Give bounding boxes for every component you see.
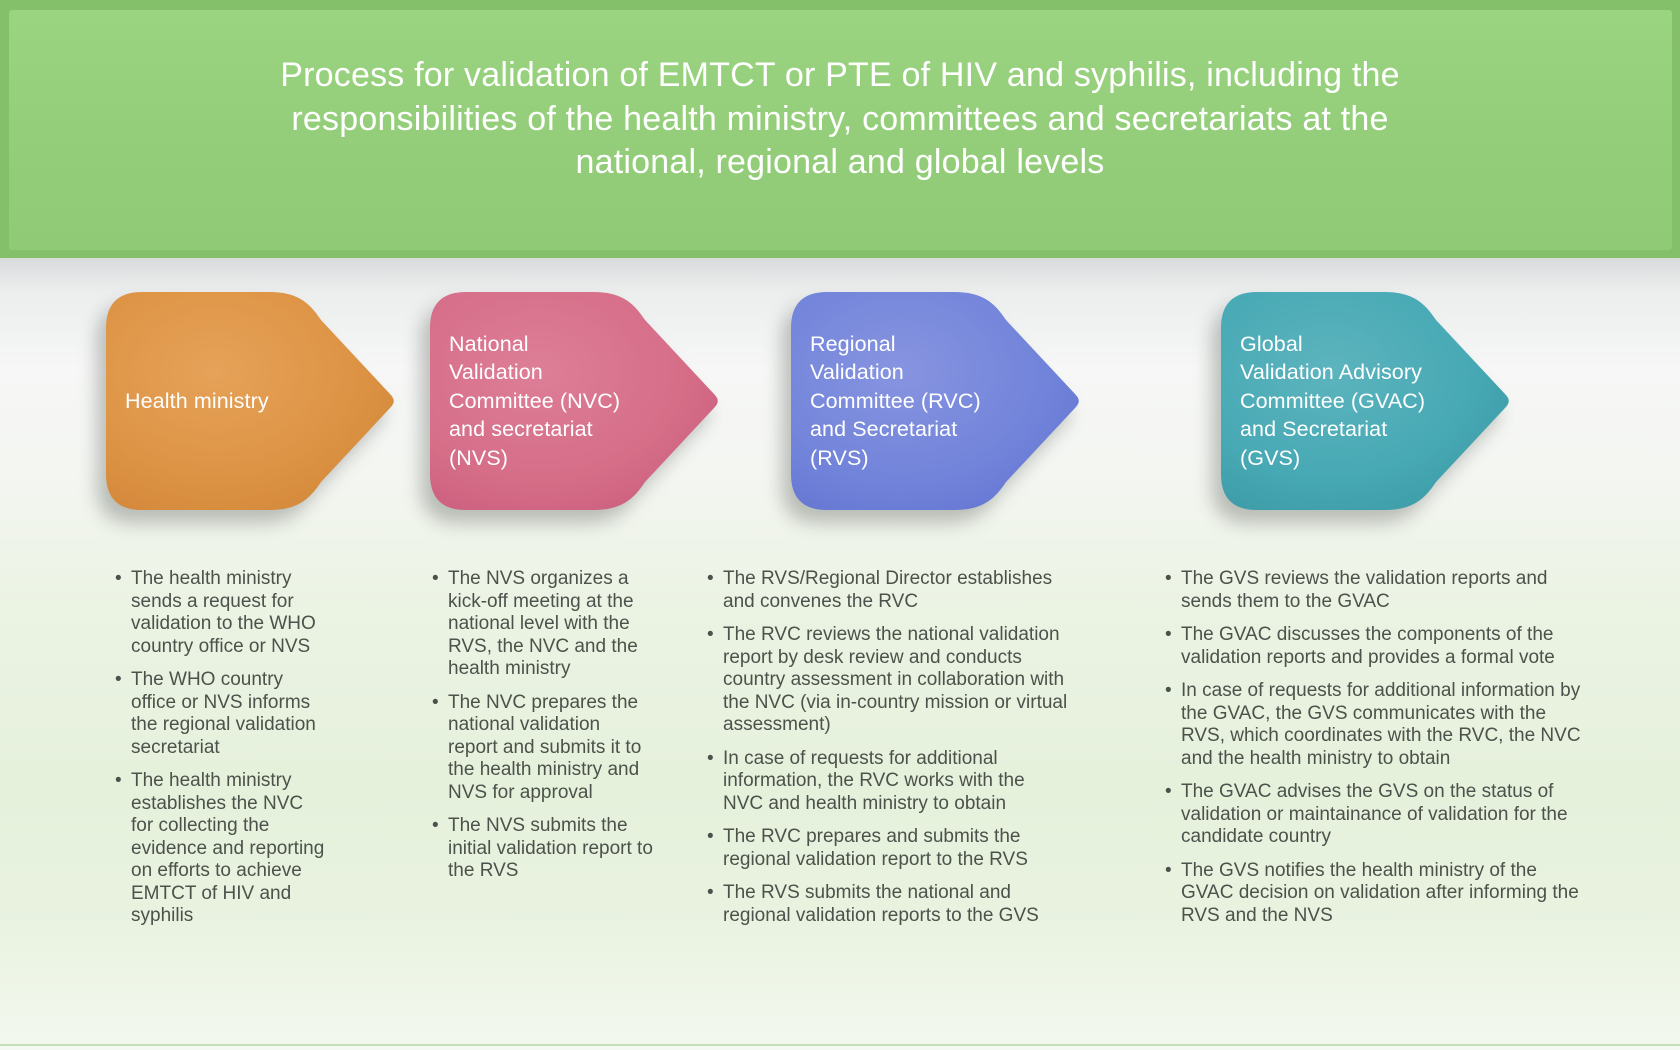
stage-label-health-ministry: Health ministry xyxy=(125,388,269,413)
bullets-rvc-rvs: The RVS/Regional Director establishes an… xyxy=(706,568,1070,938)
stage-rvc-rvs: Regional Validation Committee (RVC) and … xyxy=(789,290,1085,512)
bullet-item: The NVS submits the initial validation r… xyxy=(431,815,655,883)
bullet-item: The health ministry sends a request for … xyxy=(114,568,329,658)
bullets-nvc-nvs: The NVS organizes a kick-off meeting at … xyxy=(431,568,655,894)
bullet-item: The GVAC discusses the components of the… xyxy=(1164,624,1584,669)
stage-label-rvc-rvs: Regional Validation Committee (RVC) and … xyxy=(810,331,981,470)
bullet-item: In case of requests for additional infor… xyxy=(706,748,1070,816)
bullet-item: The NVC prepares the national validation… xyxy=(431,692,655,805)
stage-health-ministry: Health ministry xyxy=(104,290,400,512)
arrow-shape-gvac-gvs xyxy=(1221,292,1509,510)
arrow-shape-nvc-nvs xyxy=(430,292,718,510)
stage-gvac-gvs: Global Validation Advisory Committee (GV… xyxy=(1219,290,1515,512)
bottom-edge xyxy=(0,1046,1680,1050)
bullet-item: In case of requests for additional infor… xyxy=(1164,680,1584,770)
bullet-item: The GVAC advises the GVS on the status o… xyxy=(1164,781,1584,849)
bullet-item: The GVS reviews the validation reports a… xyxy=(1164,568,1584,613)
bullet-list: The GVS reviews the validation reports a… xyxy=(1164,568,1584,927)
page-title: Process for validation of EMTCT or PTE o… xyxy=(280,56,1400,182)
bullet-item: The RVC reviews the national validation … xyxy=(706,624,1070,737)
bullet-item: The RVS submits the national and regiona… xyxy=(706,882,1070,927)
bullets-gvac-gvs: The GVS reviews the validation reports a… xyxy=(1164,568,1584,938)
arrow-shape-health-ministry xyxy=(106,292,394,510)
bullet-item: The NVS organizes a kick-off meeting at … xyxy=(431,568,655,681)
stage-nvc-nvs: National Validation Committee (NVC) and … xyxy=(428,290,724,512)
bullet-list: The RVS/Regional Director establishes an… xyxy=(706,568,1070,927)
bullet-list: The health ministry sends a request for … xyxy=(114,568,329,928)
arrow-shape-rvc-rvs xyxy=(791,292,1079,510)
bullets-health-ministry: The health ministry sends a request for … xyxy=(114,568,329,939)
bullet-item: The GVS notifies the health ministry of … xyxy=(1164,860,1584,928)
bullet-item: The health ministry establishes the NVC … xyxy=(114,770,329,928)
title-banner: Process for validation of EMTCT or PTE o… xyxy=(0,0,1680,258)
bullet-item: The RVS/Regional Director establishes an… xyxy=(706,568,1070,613)
title-banner-inner xyxy=(9,10,1672,250)
bullet-item: The WHO country office or NVS informs th… xyxy=(114,669,329,759)
bullet-item: The RVC prepares and submits the regiona… xyxy=(706,826,1070,871)
bullet-list: The NVS organizes a kick-off meeting at … xyxy=(431,568,655,883)
stage-label-gvac-gvs: Global Validation Advisory Committee (GV… xyxy=(1240,331,1426,470)
stage-label-nvc-nvs: National Validation Committee (NVC) and … xyxy=(449,331,621,470)
bottom-rule xyxy=(0,1044,1680,1046)
